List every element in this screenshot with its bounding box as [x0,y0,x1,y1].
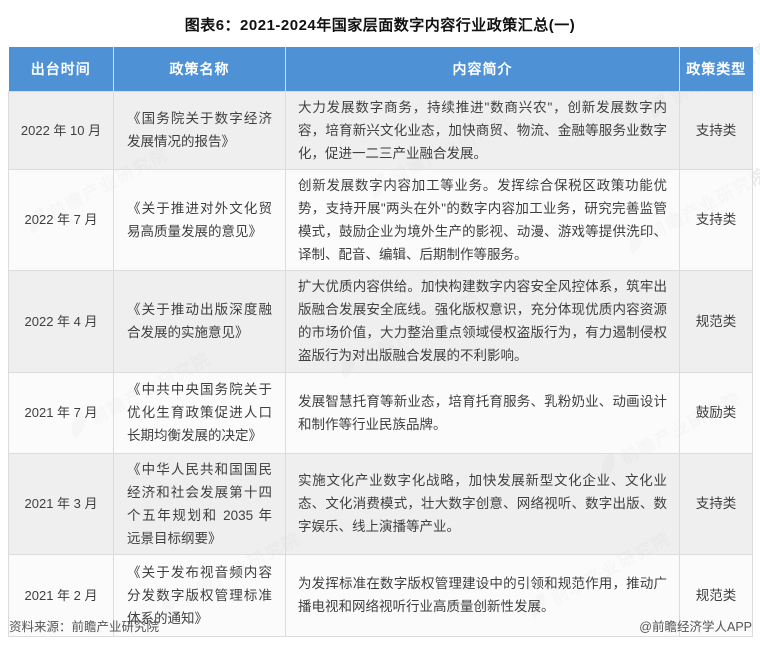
cell-policy-type: 支持类 [679,90,753,170]
policy-table: 出台时间 政策名称 内容简介 政策类型 2022 年 10 月 《国务院关于数字… [8,47,753,637]
cell-policy-name: 《中共中央国务院关于优化生育政策促进人口长期均衡发展的决定》 [113,371,286,454]
cell-release-date: 2021 年 7 月 [8,371,114,454]
table-row: 2022 年 4 月 《关于推动出版深度融合发展的实施意见》 扩大优质内容供给。… [8,269,753,373]
cell-policy-name: 《关于推进对外文化贸易高质量发展的意见》 [113,168,286,271]
cell-summary: 创新发展数字内容加工等业务。发挥综合保税区政策功能优势，支持开展"两头在外"的数… [285,168,680,271]
cell-summary: 大力发展数字商务，持续推进"数商兴农"，创新发展数字内容，培育新兴文化业态，加快… [285,90,680,170]
source-note: 资料来源：前瞻产业研究院 [9,620,160,634]
table-row: 2022 年 10 月 《国务院关于数字经济发展情况的报告》 大力发展数字商务，… [8,90,753,170]
credit-note: @前瞻经济学人APP [639,620,752,634]
table-row: 2021 年 3 月 《中华人民共和国国民经济和社会发展第十四个五年规划和 20… [8,452,753,555]
table-row: 2021 年 2 月 《关于发布视音频内容分发数字版权管理标准体系的通知》 为发… [8,553,753,637]
cell-policy-name: 《关于推动出版深度融合发展的实施意见》 [113,269,286,373]
cell-summary: 实施文化产业数字化战略，加快发展新型文化企业、文化业态、文化消费模式，壮大数字创… [285,452,680,555]
cell-summary: 发展智慧托育等新业态，培育托育服务、乳粉奶业、动画设计和制作等行业民族品牌。 [285,371,680,454]
cell-release-date: 2022 年 7 月 [8,168,114,271]
cell-release-date: 2022 年 4 月 [8,269,114,373]
page-title: 图表6：2021-2024年国家层面数字内容行业政策汇总(一) [184,17,576,34]
cell-policy-name: 《国务院关于数字经济发展情况的报告》 [113,90,286,170]
table-row: 2022 年 7 月 《关于推进对外文化贸易高质量发展的意见》 创新发展数字内容… [8,168,753,271]
cell-policy-name: 《中华人民共和国国民经济和社会发展第十四个五年规划和 2035 年远景目标纲要》 [113,452,286,555]
table-header-row: 出台时间 政策名称 内容简介 政策类型 [8,47,753,92]
header-policy-name: 政策名称 [113,47,286,92]
header-policy-type: 政策类型 [679,47,753,92]
cell-policy-type: 鼓励类 [679,371,753,454]
cell-summary: 为发挥标准在数字版权管理建设中的引领和规范作用，推动广播电视和网络视听行业高质量… [285,553,680,637]
footer: 资料来源：前瞻产业研究院 @前瞻经济学人APP [0,616,760,635]
cell-release-date: 2021 年 3 月 [8,452,114,555]
cell-policy-type: 规范类 [679,553,753,637]
header-summary: 内容简介 [285,47,680,92]
table-row: 2021 年 7 月 《中共中央国务院关于优化生育政策促进人口长期均衡发展的决定… [8,371,753,454]
cell-policy-type: 支持类 [679,168,753,271]
cell-release-date: 2021 年 2 月 [8,553,114,637]
cell-release-date: 2022 年 10 月 [8,90,114,170]
cell-summary: 扩大优质内容供给。加快构建数字内容安全风控体系，筑牢出版融合发展安全底线。强化版… [285,269,680,373]
cell-policy-type: 支持类 [679,452,753,555]
cell-policy-type: 规范类 [679,269,753,373]
header-release-date: 出台时间 [8,47,114,92]
